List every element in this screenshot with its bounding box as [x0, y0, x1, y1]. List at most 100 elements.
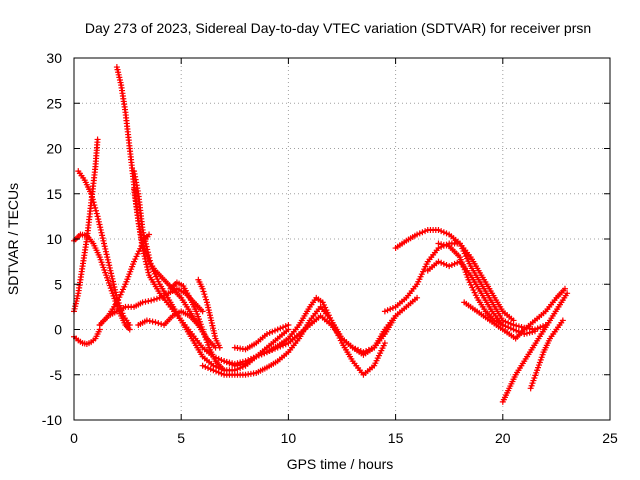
data-point	[513, 327, 520, 334]
data-point	[112, 289, 119, 296]
data-point	[140, 247, 147, 254]
data-point	[229, 360, 236, 367]
data-point	[92, 207, 99, 214]
data-point	[146, 231, 153, 238]
data-point	[143, 243, 150, 250]
y-tick-label: -10	[42, 412, 62, 428]
data-point	[203, 296, 210, 303]
data-point	[143, 317, 150, 324]
y-tick-label: 10	[46, 231, 62, 247]
data-point	[149, 318, 156, 325]
data-point	[202, 293, 209, 300]
data-point	[141, 253, 148, 260]
series-track-16	[285, 294, 421, 356]
data-point	[355, 346, 362, 353]
data-point	[126, 321, 133, 328]
data-point	[110, 278, 117, 285]
data-point	[89, 196, 96, 203]
data-point	[368, 345, 375, 352]
data-point	[280, 342, 287, 349]
data-point	[218, 370, 225, 377]
data-point	[414, 231, 421, 238]
data-point	[146, 257, 153, 264]
data-point	[277, 343, 284, 350]
data-point	[142, 258, 149, 265]
series-track-22	[499, 290, 571, 405]
data-point	[153, 295, 160, 302]
data-point	[216, 344, 223, 351]
data-point	[144, 249, 151, 256]
data-point	[148, 297, 155, 304]
data-point	[422, 228, 429, 235]
data-point	[145, 298, 152, 305]
data-point	[274, 344, 281, 351]
data-point	[103, 251, 110, 258]
series-track-21	[461, 285, 568, 342]
data-point	[218, 357, 225, 364]
data-point	[360, 349, 367, 356]
data-point	[111, 283, 118, 290]
data-point	[201, 291, 208, 298]
data-point	[438, 241, 445, 248]
data-point	[141, 235, 148, 242]
data-point	[282, 341, 289, 348]
data-point	[277, 325, 284, 332]
data-point	[144, 264, 151, 271]
data-point	[280, 324, 287, 331]
data-point	[515, 323, 522, 330]
data-point	[158, 321, 165, 328]
data-point	[144, 266, 151, 273]
data-point	[263, 349, 270, 356]
x-tick-label: 25	[602, 430, 618, 446]
series-track-11	[167, 279, 228, 374]
data-point	[97, 224, 104, 231]
x-tick-label: 5	[177, 430, 185, 446]
data-point	[199, 362, 206, 369]
data-point	[88, 193, 95, 200]
data-point	[108, 273, 115, 280]
data-point	[111, 286, 118, 293]
data-point	[99, 232, 106, 239]
data-point	[95, 216, 102, 223]
series-track-18	[392, 226, 517, 324]
data-point	[226, 359, 233, 366]
chart-title: Day 273 of 2023, Sidereal Day-to-day VTE…	[85, 20, 591, 36]
data-point	[146, 318, 153, 325]
data-point	[202, 363, 209, 370]
data-point	[416, 230, 423, 237]
data-point	[387, 306, 394, 313]
data-point	[142, 255, 149, 262]
data-point	[274, 326, 281, 333]
data-point	[438, 228, 445, 235]
data-point	[215, 369, 222, 376]
data-point	[95, 218, 102, 225]
data-point	[200, 288, 207, 295]
data-point	[92, 204, 99, 211]
data-point	[93, 210, 100, 217]
data-point	[94, 213, 101, 220]
axis-ticks: 0 5 10 15 20 25 -10 -5 0 5 10 15 20 25 30	[42, 50, 618, 446]
y-tick-label: 0	[54, 322, 62, 338]
y-tick-label: 20	[46, 141, 62, 157]
series-track-15	[231, 321, 292, 353]
data-point	[140, 232, 147, 239]
data-point	[266, 329, 273, 336]
data-point	[210, 367, 217, 374]
data-point	[231, 360, 238, 367]
data-point	[363, 347, 370, 354]
data-point	[207, 366, 214, 373]
data-point	[537, 324, 544, 331]
data-point	[559, 317, 566, 324]
data-point	[104, 254, 111, 261]
data-point	[357, 347, 364, 354]
x-tick-label: 10	[281, 430, 297, 446]
x-tick-label: 20	[495, 430, 511, 446]
data-point	[108, 270, 115, 277]
data-point	[100, 237, 107, 244]
data-point	[451, 260, 458, 267]
data-point	[242, 358, 249, 365]
data-point	[97, 226, 104, 233]
x-tick-label: 15	[388, 430, 404, 446]
data-point	[101, 240, 108, 247]
data-point	[263, 331, 270, 338]
